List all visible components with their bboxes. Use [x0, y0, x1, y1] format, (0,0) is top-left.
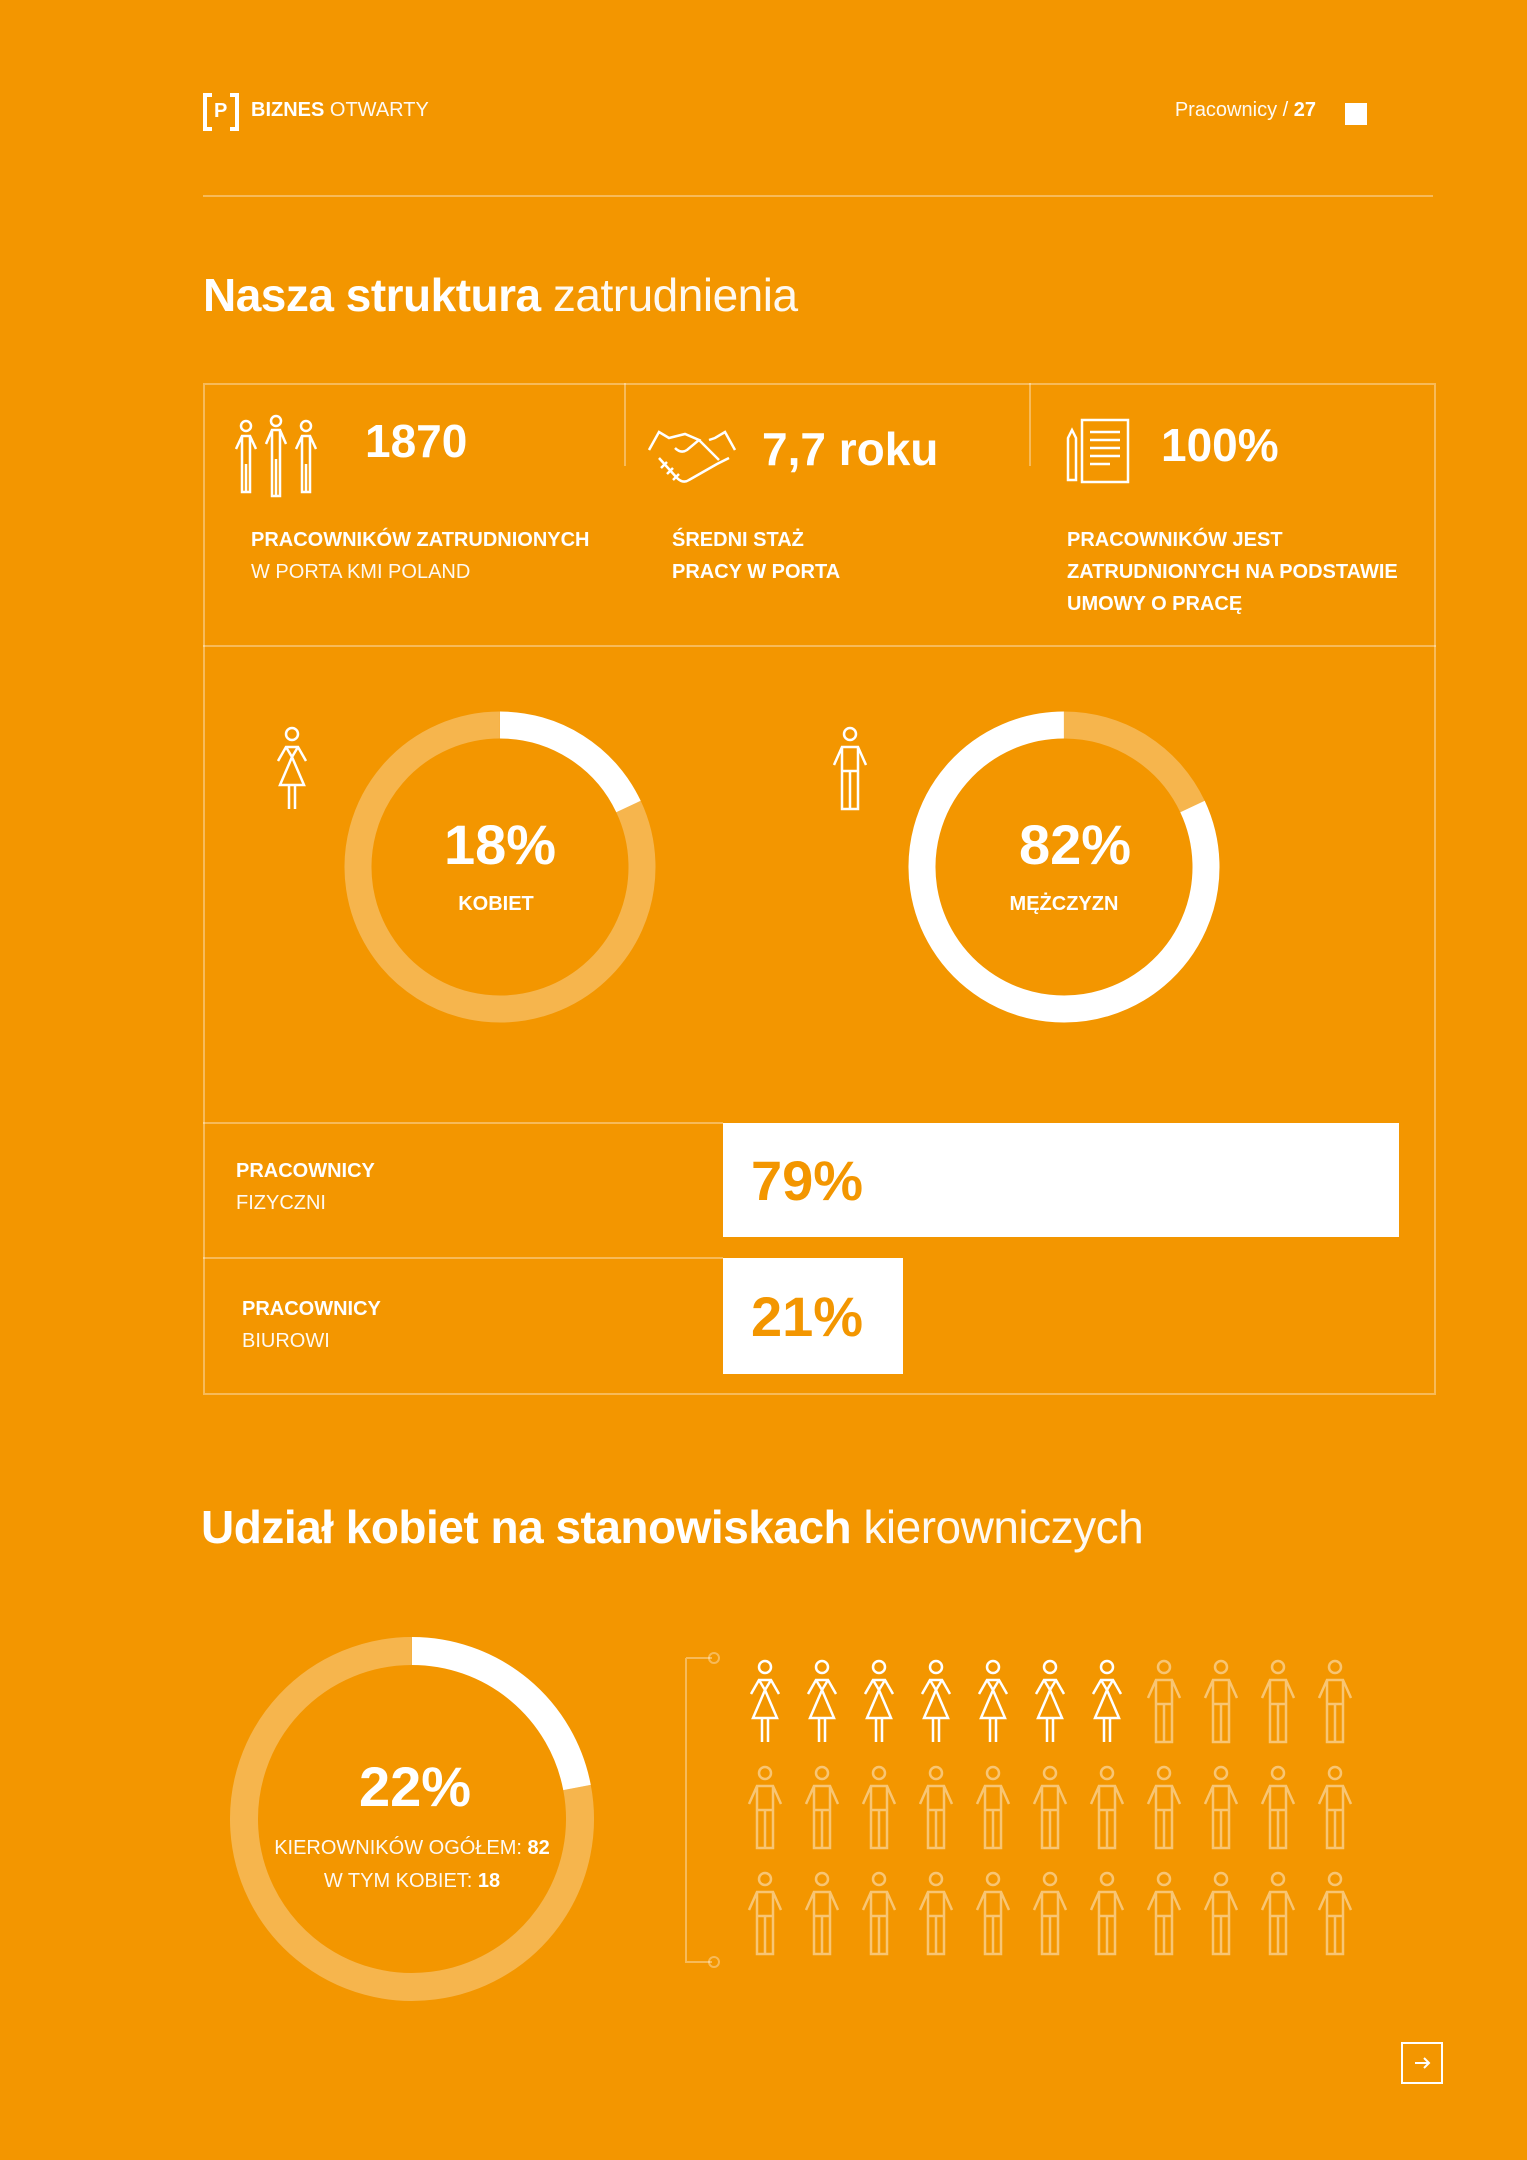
bar-office: 21%	[723, 1258, 903, 1374]
man-icon	[802, 1765, 842, 1855]
document-pencil-icon	[1066, 418, 1130, 489]
woman-icon	[916, 1659, 956, 1749]
donut-segment-rest	[344, 711, 656, 1023]
page-indicator: Pracownicy / 27	[1174, 99, 1316, 121]
man-icon	[859, 1871, 899, 1961]
stat-employees-label: PRACOWNIKÓW ZATRUDNIONYCH W PORTA KMI POL…	[251, 529, 590, 583]
man-icon	[916, 1871, 956, 1961]
stat-tenure-label: ŚREDNI STAŻ PRACY W PORTA	[672, 529, 841, 583]
man-icon	[830, 726, 870, 816]
donut-segment-rest	[1063, 711, 1205, 813]
man-icon	[1030, 1871, 1070, 1961]
women-label: KOBIET	[458, 893, 534, 915]
man-icon	[745, 1871, 785, 1961]
divider	[203, 1122, 723, 1124]
man-icon	[1258, 1765, 1298, 1855]
brand-name: BIZNES OTWARTY	[251, 99, 429, 121]
man-icon	[1030, 1765, 1070, 1855]
logo-icon	[203, 93, 239, 131]
bar-label-office: PRACOWNICY BIUROWI	[242, 1298, 381, 1352]
man-icon	[745, 1765, 785, 1855]
women-percent: 18%	[443, 813, 557, 876]
woman-icon	[1030, 1659, 1070, 1749]
managers-total: KIEROWNIKÓW OGÓŁEM: 82	[274, 1837, 550, 1859]
header-divider	[203, 195, 1433, 197]
men-percent: 82%	[1018, 813, 1132, 876]
menu-square-button[interactable]	[1345, 103, 1367, 125]
man-icon	[802, 1871, 842, 1961]
man-icon	[1087, 1765, 1127, 1855]
man-icon	[1144, 1765, 1184, 1855]
donut-segment-women-managers	[411, 1637, 591, 1791]
stat-tenure-value: 7,7 roku	[762, 423, 939, 475]
man-icon	[859, 1765, 899, 1855]
men-label: MĘŻCZYZN	[1009, 893, 1119, 915]
structure-panel	[203, 383, 1436, 1395]
man-icon	[1144, 1659, 1184, 1749]
woman-icon	[745, 1659, 785, 1749]
woman-icon	[802, 1659, 842, 1749]
donut-managers	[230, 1637, 594, 2001]
stat-contract-label: PRACOWNIKÓW JEST ZATRUDNIONYCH NA PODSTAW…	[1067, 529, 1398, 615]
bar-label-physical: PRACOWNICY FIZYCZNI	[236, 1160, 375, 1214]
man-icon	[1315, 1871, 1355, 1961]
man-icon	[1087, 1871, 1127, 1961]
man-icon	[1201, 1659, 1241, 1749]
donut-men	[908, 711, 1220, 1023]
stat-contract-value: 100%	[1161, 419, 1279, 471]
arrow-right-icon	[1415, 2057, 1431, 2069]
man-icon	[916, 1765, 956, 1855]
donut-women	[344, 711, 656, 1023]
divider	[1029, 383, 1031, 466]
logo: P	[203, 93, 239, 131]
man-icon	[973, 1765, 1013, 1855]
section-title-structure: Nasza struktura zatrudnienia	[203, 269, 798, 321]
man-icon	[1315, 1659, 1355, 1749]
section-title-management: Udział kobiet na stanowiskach kierownicz…	[201, 1501, 1144, 1553]
man-icon	[1201, 1871, 1241, 1961]
man-icon	[1315, 1765, 1355, 1855]
woman-icon	[973, 1659, 1013, 1749]
divider	[203, 645, 1436, 647]
donut-segment-rest	[230, 1637, 594, 2001]
handshake-icon	[647, 428, 737, 491]
donut-segment-women	[499, 711, 641, 813]
man-icon	[1144, 1871, 1184, 1961]
woman-icon	[859, 1659, 899, 1749]
man-icon	[1201, 1765, 1241, 1855]
woman-icon	[272, 726, 312, 816]
stat-employees-value: 1870	[365, 415, 468, 467]
managers-women: W TYM KOBIET: 18	[323, 1870, 501, 1892]
bar-physical: 79%	[723, 1123, 1399, 1237]
man-icon	[973, 1871, 1013, 1961]
divider	[203, 1257, 723, 1259]
woman-icon	[1087, 1659, 1127, 1749]
divider	[624, 383, 626, 466]
next-page-button[interactable]	[1401, 2042, 1443, 2084]
managers-women-percent: 22%	[358, 1755, 472, 1818]
man-icon	[1258, 1871, 1298, 1961]
man-icon	[1258, 1659, 1298, 1749]
donut-segment-men	[908, 711, 1220, 1023]
people-group-icon	[234, 414, 318, 501]
bracket	[685, 1652, 720, 1968]
